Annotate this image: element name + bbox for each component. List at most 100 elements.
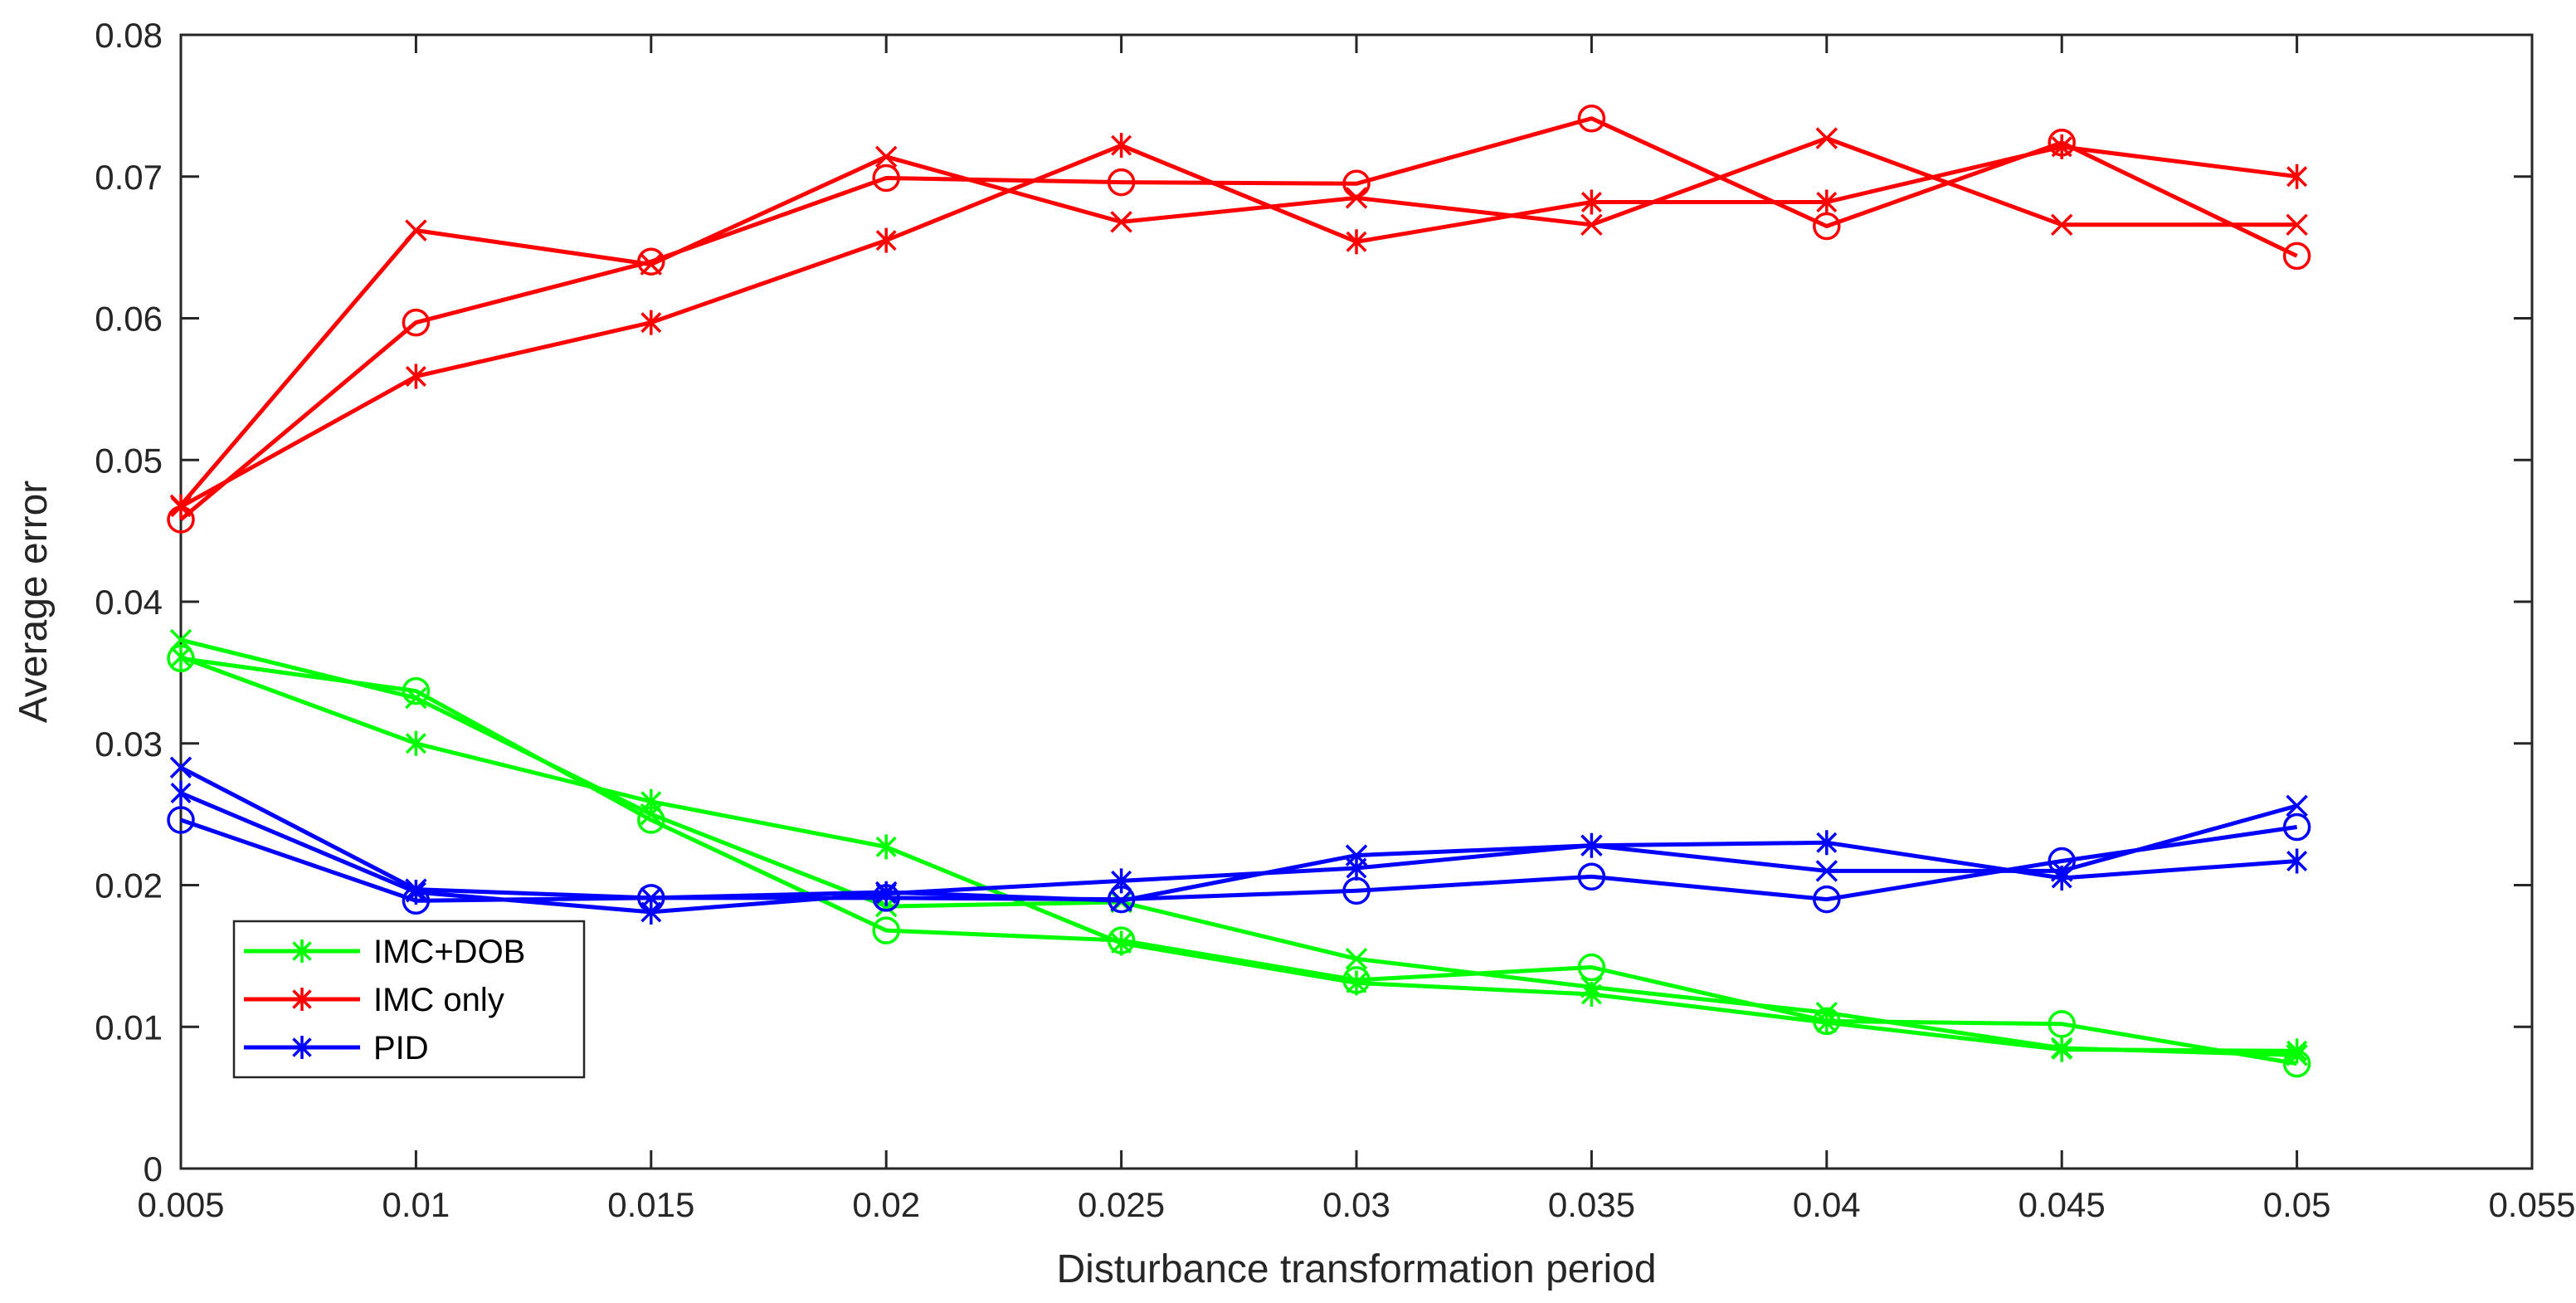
data-point-asterisk [1346, 229, 1367, 255]
data-point-circle [2048, 1010, 2076, 1038]
data-point-asterisk [1580, 189, 1602, 215]
y-tick-label: 0.03 [95, 725, 163, 764]
data-point-x [1815, 127, 1838, 149]
x-tick-label: 0.04 [1793, 1185, 1861, 1224]
y-tick-label: 0.02 [95, 866, 163, 905]
legend-label: IMC+DOB [373, 934, 525, 970]
x-tick-label: 0.01 [382, 1185, 450, 1224]
data-point-circle [1577, 104, 1606, 133]
y-tick-label: 0.07 [95, 158, 163, 197]
data-point-asterisk [875, 227, 897, 253]
data-point-x [2050, 860, 2073, 882]
legend-label: IMC only [373, 982, 504, 1018]
data-point-circle [1342, 169, 1371, 198]
series-line [180, 656, 2298, 1066]
data-point-asterisk [405, 364, 426, 389]
data-point-circle [167, 505, 195, 534]
y-tick-labels: 0 0.01 0.02 0.03 0.04 0.05 0.06 0.07 0.08 [95, 16, 163, 1188]
series-line [179, 765, 2298, 903]
data-point-asterisk [1816, 189, 1838, 215]
data-point-x [1580, 976, 1603, 998]
data-point-circle [167, 806, 195, 834]
data-point-circle [402, 676, 431, 705]
data-point-circle [2282, 813, 2311, 842]
data-point-x [169, 756, 192, 779]
data-point-circle [1107, 926, 1136, 954]
data-point-circle [637, 806, 665, 834]
x-tick-label: 0.03 [1322, 1185, 1390, 1224]
legend-label: PID [373, 1030, 429, 1066]
y-tick-label: 0.08 [95, 16, 163, 55]
data-point-circle [872, 916, 900, 944]
y-tick-label: 0.04 [95, 583, 163, 622]
y-tick-label: 0.01 [95, 1008, 163, 1047]
x-axis-title: Disturbance transformation period [1056, 1247, 1656, 1291]
y-tick-label: 0.05 [95, 441, 163, 480]
data-point-asterisk [2286, 163, 2308, 189]
data-point-circle [1107, 885, 1136, 914]
data-point-x [1345, 844, 1368, 866]
series-imc-dob-asterisk [170, 644, 2308, 1064]
x-tick-label: 0.035 [1548, 1185, 1635, 1224]
series-pid-circle [167, 806, 2311, 915]
x-tick-label: 0.055 [2488, 1185, 2575, 1224]
data-point-x [2286, 213, 2308, 237]
series-line [179, 116, 2298, 521]
series-layer [167, 104, 2311, 1078]
tick-marks [179, 33, 2534, 1170]
data-point-asterisk [640, 310, 662, 335]
data-point-asterisk [170, 644, 192, 670]
y-tick-label: 0.06 [95, 300, 163, 339]
legend-marker [292, 988, 312, 1011]
legend-item-imc-only: IMC only [244, 982, 504, 1018]
series-line [180, 791, 2297, 915]
series-imc-dob-circle [167, 644, 2311, 1078]
data-point-x [2050, 1037, 2073, 1060]
series-pid-x [169, 756, 2308, 912]
data-point-x [1110, 211, 1132, 233]
data-point-circle [1813, 1007, 1841, 1036]
series-line [180, 817, 2297, 903]
data-point-x [1345, 948, 1368, 970]
data-point-circle [1577, 953, 1606, 982]
x-tick-labels: 0.005 0.01 0.015 0.02 0.025 0.03 0.035 0.04 0.04… [137, 1185, 2575, 1224]
data-point-asterisk [1816, 830, 1838, 856]
data-point-circle [1577, 862, 1606, 891]
data-point-circle [1813, 885, 1841, 914]
data-point-circle [872, 884, 900, 912]
x-tick-label: 0.015 [607, 1185, 694, 1224]
data-point-asterisk [875, 834, 897, 860]
data-point-circle [1342, 876, 1371, 905]
y-axis-title: Average error [12, 481, 56, 724]
series-line [180, 655, 2297, 1053]
series-line [179, 136, 2297, 507]
data-point-circle [2048, 129, 2076, 157]
data-point-x [2286, 794, 2308, 817]
x-tick-label: 0.05 [2263, 1185, 2331, 1224]
data-point-x [874, 145, 898, 168]
data-point-x [1815, 860, 1838, 882]
data-point-circle [167, 644, 195, 673]
data-point-x [1580, 834, 1603, 856]
data-point-x [1345, 187, 1368, 209]
series-line [179, 143, 2297, 509]
data-point-asterisk [170, 780, 192, 806]
legend-item-pid: PID [244, 1030, 429, 1066]
legend: IMC+DOB IMC only PID [232, 920, 586, 1079]
x-tick-label: 0.02 [852, 1185, 920, 1224]
data-point-circle [2282, 242, 2311, 271]
data-point-circle [2048, 847, 2076, 876]
series-imc-only-x [169, 127, 2308, 517]
x-tick-label: 0.025 [1078, 1185, 1165, 1224]
data-point-asterisk [1111, 133, 1132, 159]
data-point-circle [1107, 168, 1136, 197]
data-point-asterisk [405, 730, 426, 756]
data-point-circle [402, 308, 431, 337]
data-point-circle [1813, 212, 1841, 241]
data-point-circle [637, 884, 665, 912]
data-point-x [2050, 213, 2073, 237]
y-tick-label: 0 [144, 1149, 163, 1188]
data-point-asterisk [2286, 848, 2308, 874]
data-point-circle [637, 247, 665, 276]
